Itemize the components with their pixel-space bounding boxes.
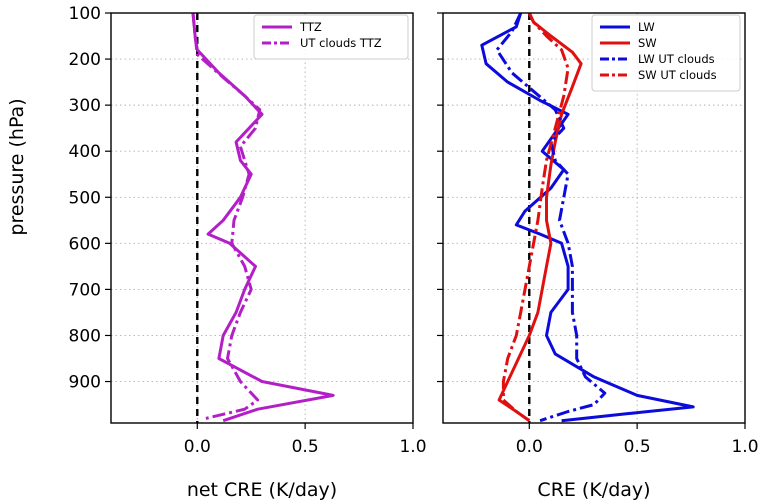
x-tick-label: 1.0 (731, 437, 758, 457)
y-tick-label: 600 (69, 234, 101, 254)
x-axis-label: CRE (K/day) (537, 479, 650, 501)
y-axis-label: pressure (hPa) (6, 98, 28, 235)
series-line-ttz (191, 12, 335, 423)
legend: LW SW LW UT clouds SW UT clouds (591, 14, 741, 92)
legend-label: LW UT clouds (638, 52, 715, 66)
plot-frame (442, 12, 746, 424)
x-axis-label: net CRE (K/day) (187, 479, 337, 501)
x-tick-label: 0.5 (624, 437, 651, 457)
legend-label: LW (638, 20, 655, 34)
x-tick-label: 1.0 (399, 437, 426, 457)
legend-label: SW UT clouds (638, 68, 717, 82)
series-line-ut-clouds-ttz (191, 12, 262, 420)
y-tick-label: 800 (69, 326, 101, 346)
series-line-sw-ut-clouds (501, 12, 570, 422)
legend: TTZ UT clouds TTZ (253, 14, 409, 60)
y-tick-label: 100 (69, 4, 101, 24)
plot-frame (110, 12, 414, 424)
legend-label: UT clouds TTZ (300, 36, 382, 50)
x-tick-label: 0.0 (516, 437, 543, 457)
cre-components-panel: 0.0 0.5 1.0 CRE (K/day) LW SW LW UT clouds SW U… (437, 12, 759, 501)
y-tick-label: 700 (69, 280, 101, 300)
net-cre-panel: 100 200 300 400 500 600 700 800 900 0.0 0.5 1.0 net … (69, 4, 427, 501)
y-tick-label: 500 (69, 188, 101, 208)
y-tick-label: 200 (69, 50, 101, 70)
series-line-sw (497, 12, 583, 422)
y-tick-label: 900 (69, 373, 101, 393)
legend-box (253, 14, 409, 60)
series-line-lw-ut-clouds (495, 12, 607, 423)
y-tick-label: 300 (69, 96, 101, 116)
y-axis-title-group: pressure (hPa) (6, 98, 28, 235)
legend-label: SW (638, 36, 657, 50)
series-line-lw (480, 12, 695, 423)
y-tick-label: 400 (69, 142, 101, 162)
legend-box (591, 14, 741, 92)
x-tick-label: 0.5 (292, 437, 319, 457)
legend-label: TTZ (299, 20, 322, 34)
x-tick-label: 0.0 (184, 437, 211, 457)
